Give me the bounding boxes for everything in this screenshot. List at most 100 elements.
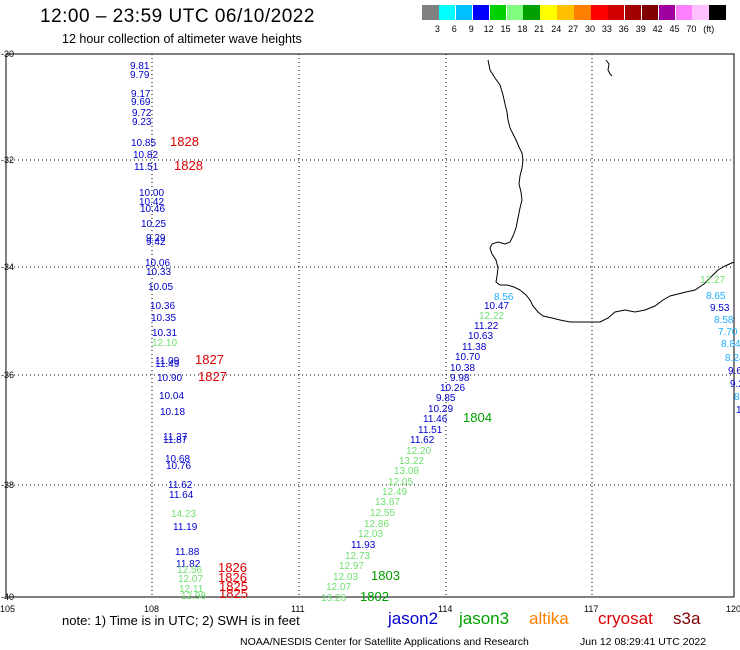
lon-label: 120	[726, 604, 740, 614]
scale-swatch	[557, 5, 574, 20]
lat-label: -38	[1, 480, 14, 490]
wave-height-value: 9.21	[730, 379, 740, 390]
wave-height-value: 9.17	[131, 89, 151, 100]
scale-label: 18	[517, 24, 528, 34]
wave-height-value: 10.42	[139, 197, 164, 208]
wave-height-value: 12.10	[152, 338, 177, 349]
wave-height-value: 13.26	[321, 593, 346, 604]
wave-height-value: 12.86	[364, 519, 389, 530]
wave-height-value: 10.46	[140, 204, 165, 215]
wave-height-value: 12.07	[326, 582, 351, 593]
wave-height-value: 11.46	[423, 414, 448, 425]
wave-height-value: 12.27	[700, 275, 725, 286]
pass-time-label: 1802	[360, 589, 389, 604]
wave-height-value: 12.22	[479, 311, 504, 322]
pass-time-label: 1803	[371, 568, 400, 583]
wave-height-value: 10.00	[139, 188, 164, 199]
wave-height-value: 12.98	[181, 591, 206, 602]
scale-swatch	[540, 5, 557, 20]
wave-height-value: 9.79	[130, 70, 150, 81]
wave-height-value: 7.70	[718, 327, 738, 338]
wave-height-value: 10.04	[159, 391, 184, 402]
wave-height-value: 9.42	[146, 237, 166, 248]
scale-swatch	[455, 5, 473, 20]
wave-height-value: 9.63	[728, 366, 740, 377]
lat-label: -30	[1, 49, 14, 59]
wave-height-value: 11.87	[163, 435, 188, 446]
lat-label: -36	[1, 370, 14, 380]
wave-height-value: 11.09	[155, 356, 180, 367]
scale-swatch	[574, 5, 591, 20]
wave-height-value: 12.07	[178, 574, 203, 585]
pass-time-label: 1825	[219, 586, 248, 601]
wave-height-value: 10.63	[468, 331, 493, 342]
wave-height-value: 11.49	[155, 359, 180, 370]
satellite-legend-jason3: jason3	[459, 609, 510, 628]
wave-height-value: 10.38	[450, 363, 475, 374]
wave-height-value: 10.1	[736, 405, 740, 416]
wave-height-value: 10.26	[440, 383, 465, 394]
wave-height-value: 11.88	[175, 547, 200, 558]
wave-height-value: 10.36	[150, 301, 175, 312]
scale-label: 3	[434, 24, 440, 34]
wave-height-value: 13.08	[394, 466, 419, 477]
wave-height-value: 10.47	[484, 301, 509, 312]
lon-label: 105	[0, 604, 15, 614]
scale-swatch	[438, 5, 456, 20]
scale-swatch	[709, 5, 726, 20]
wave-height-value: 10.90	[157, 373, 182, 384]
wave-height-value: 8.56	[494, 292, 514, 303]
scale-swatch	[591, 5, 608, 20]
wave-height-value: 11.64	[169, 490, 194, 501]
wave-height-value: 9.81	[130, 61, 150, 72]
pass-time-label: 1828	[170, 134, 199, 149]
pass-time-label: 1827	[195, 352, 224, 367]
satellite-legend-cryosat: cryosat	[598, 609, 653, 628]
scale-label: 33	[601, 24, 612, 34]
wave-height-value: 13.22	[399, 456, 424, 467]
scale-label: 70	[686, 24, 697, 34]
wave-height-value: 13.87	[375, 497, 400, 508]
scale-label: 24	[551, 24, 562, 34]
wave-height-value: 9.85	[436, 393, 456, 404]
scale-label: 21	[534, 24, 545, 34]
satellite-legend-s3a: s3a	[673, 609, 701, 628]
pass-time-label: 1825	[219, 579, 248, 594]
wave-height-value: 12.11	[179, 584, 204, 595]
scale-label: 39	[635, 24, 646, 34]
wave-height-value: 10.25	[141, 219, 166, 230]
wave-height-value: 11.22	[474, 321, 499, 332]
wave-height-value: 12.55	[370, 508, 395, 519]
lon-label: 117	[584, 604, 598, 614]
wave-height-value: 12.20	[406, 446, 431, 457]
scale-label: 9	[468, 24, 474, 34]
island-outline	[605, 59, 613, 77]
wave-height-value: 9.23	[132, 117, 152, 128]
scale-swatch	[607, 5, 625, 20]
wave-height-value: 10.76	[166, 461, 191, 472]
wave-height-value: 10.68	[165, 454, 190, 465]
scale-swatch	[506, 5, 523, 20]
map-subtitle: 12 hour collection of altimeter wave hei…	[62, 32, 302, 46]
wave-height-value: 10.29	[428, 404, 453, 415]
scale-label: 36	[618, 24, 629, 34]
wave-height-value: 12.03	[333, 572, 358, 583]
wave-height-value: 11.37	[163, 432, 188, 443]
scale-swatch	[523, 5, 540, 20]
scale-label: 30	[585, 24, 596, 34]
wave-height-value: 9.69	[131, 97, 151, 108]
lat-label: -34	[1, 262, 14, 272]
wave-height-value: 11.82	[176, 559, 201, 570]
pass-time-label: 1804	[463, 410, 492, 425]
lon-label: 108	[144, 604, 159, 614]
wave-height-value: 9.72	[132, 108, 152, 119]
wave-height-value: 10.05	[148, 282, 173, 293]
wave-height-value: 12.56	[177, 565, 202, 576]
wave-height-value: 10.35	[151, 313, 176, 324]
wave-height-value: 10.85	[131, 138, 156, 149]
wave-height-value: 11.51	[134, 162, 159, 173]
map-frame	[5, 53, 735, 598]
satellite-legend-altika: altika	[529, 609, 569, 628]
coastline	[487, 59, 735, 323]
